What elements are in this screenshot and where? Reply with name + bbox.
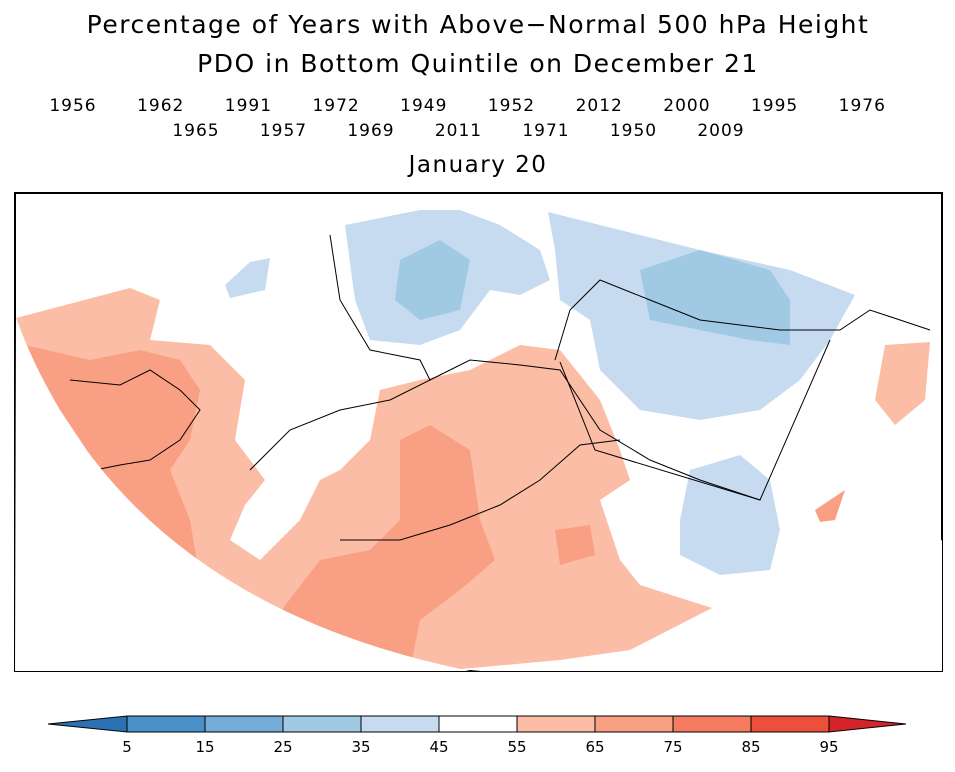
year: 2009 xyxy=(697,121,744,141)
colorbar-tick-label: 65 xyxy=(585,738,604,756)
year: 1952 xyxy=(488,96,535,116)
colorbar-extend xyxy=(47,715,128,733)
region-35 xyxy=(680,455,780,575)
year: 1971 xyxy=(522,121,569,141)
outside-mask xyxy=(470,540,942,671)
colorbar-tick-label: 55 xyxy=(507,738,526,756)
region-75 xyxy=(25,345,200,580)
region-75 xyxy=(555,525,595,565)
year: 1976 xyxy=(839,96,886,116)
colorbar-segment xyxy=(594,715,674,733)
date: January 20 xyxy=(407,152,548,178)
subtitle: PDO in Bottom Quintile on December 21 xyxy=(197,49,759,78)
year: 2000 xyxy=(663,96,710,116)
year: 1965 xyxy=(172,121,219,141)
colorbar-segment xyxy=(126,715,206,733)
colorbar-tick-label: 25 xyxy=(273,738,292,756)
year: 1956 xyxy=(49,96,96,116)
year: 1962 xyxy=(137,96,184,116)
colorbar-tick-label: 35 xyxy=(351,738,370,756)
year: 2012 xyxy=(576,96,623,116)
colorbar-segment xyxy=(750,715,830,733)
colorbar-segment xyxy=(516,715,596,733)
colorbar-segment xyxy=(438,715,518,733)
colorbar-tick-label: 95 xyxy=(819,738,838,756)
coastline xyxy=(554,279,931,361)
title: Percentage of Years with Above−Normal 50… xyxy=(87,10,870,39)
coastline xyxy=(329,234,431,381)
colorbar-segment xyxy=(204,715,284,733)
coastline xyxy=(340,439,621,541)
region-25 xyxy=(395,240,470,320)
year: 1972 xyxy=(312,96,359,116)
region-75 xyxy=(270,425,495,670)
region-75 xyxy=(815,490,845,522)
colorbar-extend xyxy=(828,715,907,733)
region-35 xyxy=(225,258,270,298)
border xyxy=(559,339,831,501)
year-list: 1956 1962 1991 1972 1949 1952 2012 2000 1995 1976… xyxy=(49,96,886,141)
colorbar-tick-label: 85 xyxy=(741,738,760,756)
colorbar-segment xyxy=(360,715,440,733)
colorbar: 5 15 25 35 45 55 65 75 85 95 xyxy=(47,715,907,756)
region-65 xyxy=(875,342,930,425)
map xyxy=(14,192,943,672)
year: 1995 xyxy=(751,96,798,116)
colorbar-tick-label: 5 xyxy=(122,738,132,756)
year: 1969 xyxy=(347,121,394,141)
year: 2011 xyxy=(435,121,482,141)
year: 1991 xyxy=(225,96,272,116)
outside-mask xyxy=(15,318,470,671)
colorbar-tick-label: 75 xyxy=(663,738,682,756)
year: 1950 xyxy=(610,121,657,141)
colorbar-segment xyxy=(672,715,752,733)
colorbar-segment xyxy=(282,715,362,733)
year: 1949 xyxy=(400,96,447,116)
colorbar-tick-label: 15 xyxy=(195,738,214,756)
colorbar-tick-label: 45 xyxy=(429,738,448,756)
coastline xyxy=(69,369,201,471)
region-25 xyxy=(640,250,790,345)
year: 1957 xyxy=(260,121,307,141)
coastline xyxy=(249,359,761,501)
